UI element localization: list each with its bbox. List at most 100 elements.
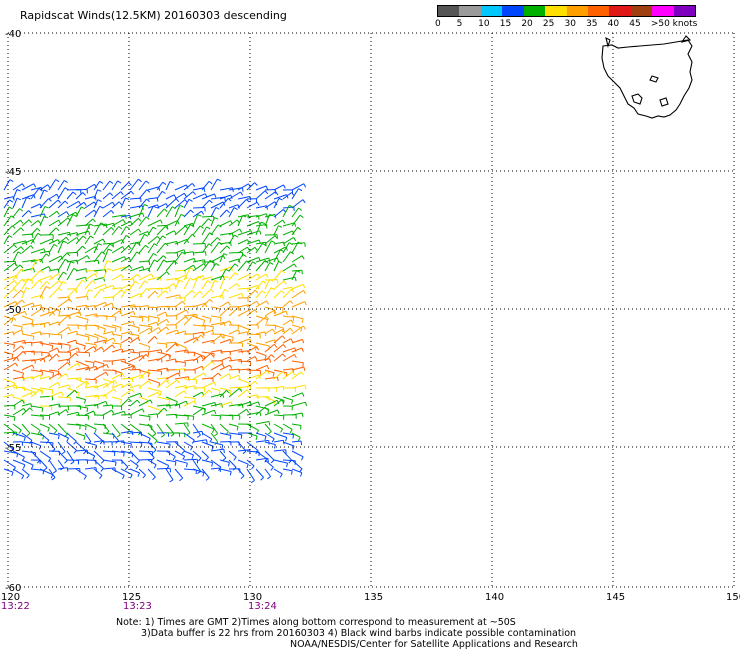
wind-barb — [57, 450, 68, 461]
wind-barb — [129, 423, 141, 433]
wind-barb — [219, 269, 227, 281]
wind-barb-flag — [70, 461, 75, 465]
wind-barb — [219, 390, 227, 398]
wind-barb-flag — [279, 473, 283, 478]
wind-barb-flag — [229, 390, 232, 395]
wind-barb-flag — [15, 301, 18, 306]
wind-barb-flag — [129, 265, 133, 269]
wind-barb — [30, 233, 39, 245]
wind-barb — [147, 369, 162, 372]
wind-barb-flag — [300, 371, 304, 376]
wind-barb — [201, 339, 214, 344]
wind-barb — [282, 450, 293, 461]
wind-barb-flag — [51, 389, 54, 394]
wind-barb-flag — [87, 336, 90, 342]
latitude-labels: -40-45-50-55-60 — [5, 29, 21, 594]
wind-barb-flag — [120, 343, 122, 349]
wind-barb — [156, 407, 165, 416]
wind-barb — [120, 441, 132, 445]
wind-barb — [237, 260, 247, 272]
wind-barb-flag — [122, 475, 125, 480]
wind-barb — [3, 414, 15, 418]
wind-barb-flag — [83, 345, 86, 350]
wind-barb — [282, 286, 292, 290]
wind-barb — [39, 198, 49, 209]
wind-barb — [21, 183, 35, 191]
wind-barb-flag — [103, 328, 106, 333]
wind-barb — [210, 448, 224, 452]
wind-barb — [66, 261, 72, 272]
wind-barb — [75, 342, 86, 347]
wind-barb-flag — [264, 355, 267, 360]
wind-barb-flag — [233, 207, 238, 210]
wind-barb — [75, 315, 89, 321]
wind-barb-flag — [301, 347, 304, 352]
wind-barb-flag — [112, 201, 116, 206]
wind-barb-flag — [38, 445, 42, 450]
wind-barb — [210, 321, 225, 326]
wind-barb — [282, 441, 295, 447]
wind-barb — [219, 333, 234, 338]
wind-barb — [210, 275, 224, 281]
wind-barb-flag — [9, 179, 14, 183]
wind-barb — [201, 243, 210, 254]
wind-barb-flag — [254, 289, 259, 294]
wind-barb — [174, 205, 181, 218]
wind-barb — [273, 371, 283, 380]
wind-barb-flag — [254, 182, 258, 186]
wind-barb — [183, 450, 194, 456]
wind-barb-flag — [118, 201, 123, 206]
wind-barb-flag — [247, 246, 250, 251]
wind-barb — [111, 324, 122, 328]
colorbar-label: 30 — [564, 19, 576, 29]
wind-barb — [174, 422, 188, 425]
wind-barb-flag — [126, 288, 131, 292]
colorbar-swatch — [480, 6, 503, 16]
map-title: Rapidscat Winds(12.5KM) 20160303 descend… — [20, 9, 287, 22]
wind-barb-flag — [258, 374, 261, 379]
wind-barb — [30, 432, 44, 436]
wind-barb — [228, 423, 239, 427]
wind-barb — [156, 181, 164, 191]
wind-barb — [183, 290, 193, 299]
wind-barb — [246, 468, 255, 481]
wind-barb-flag — [111, 409, 115, 414]
wind-barb-flag — [290, 319, 294, 324]
wind-barb-flag — [164, 242, 169, 247]
wind-barb — [174, 459, 188, 464]
wind-barb — [192, 391, 203, 398]
wind-barb-flag — [64, 200, 69, 205]
wind-barb — [174, 342, 187, 349]
time-label: 13:22 — [1, 601, 30, 612]
wind-barb-flag — [107, 260, 112, 263]
wind-barb-flag — [156, 321, 159, 327]
wind-barb — [120, 365, 135, 371]
colorbar-label: 20 — [521, 19, 533, 29]
wind-barb-flag — [214, 217, 219, 220]
wind-barb-flag — [213, 353, 215, 358]
wind-barb-flag — [13, 288, 18, 292]
wind-barb — [156, 396, 170, 401]
wind-barb — [156, 379, 167, 389]
wind-barb-flag — [130, 190, 134, 195]
wind-barb — [174, 349, 188, 353]
wind-barb — [147, 349, 162, 353]
wind-barb — [39, 387, 53, 391]
wind-barb-flag — [24, 311, 27, 316]
wind-barb — [66, 468, 80, 470]
wind-barb — [102, 242, 114, 245]
wind-barb — [210, 306, 221, 310]
wind-barb-flag — [191, 233, 196, 238]
wind-barb — [138, 342, 151, 348]
wind-barb-flag — [227, 462, 230, 467]
wind-barb — [219, 459, 230, 463]
wind-barb-flag — [226, 245, 231, 249]
wind-barb — [39, 250, 50, 254]
wind-barb — [165, 198, 177, 209]
wind-barb-flag — [169, 180, 174, 184]
wind-barb — [237, 378, 250, 384]
wind-barb — [102, 459, 117, 463]
wind-barb — [165, 342, 177, 353]
wind-barb — [264, 306, 276, 311]
wind-barb — [192, 193, 206, 200]
